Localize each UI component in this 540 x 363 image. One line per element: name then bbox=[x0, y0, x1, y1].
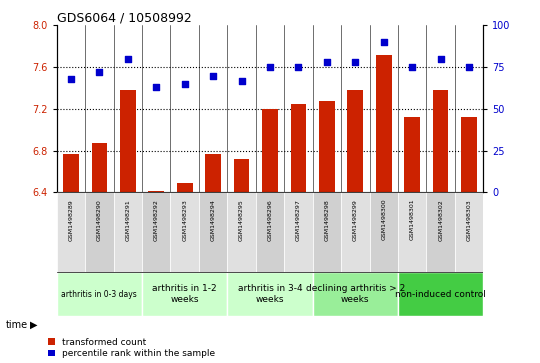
Text: ▶: ▶ bbox=[30, 320, 37, 330]
Point bbox=[209, 73, 218, 78]
Bar bbox=[461, 117, 477, 192]
Bar bbox=[319, 101, 335, 192]
Text: GSM1498290: GSM1498290 bbox=[97, 199, 102, 241]
Legend: transformed count, percentile rank within the sample: transformed count, percentile rank withi… bbox=[48, 338, 215, 359]
Bar bbox=[313, 192, 341, 272]
Text: arthritis in 1-2
weeks: arthritis in 1-2 weeks bbox=[152, 284, 217, 304]
Text: time: time bbox=[5, 320, 28, 330]
Text: arthritis in 0-3 days: arthritis in 0-3 days bbox=[62, 290, 137, 298]
Bar bbox=[57, 192, 85, 272]
Text: GSM1498296: GSM1498296 bbox=[267, 199, 273, 241]
Bar bbox=[113, 192, 142, 272]
Point bbox=[380, 39, 388, 45]
Text: GSM1498297: GSM1498297 bbox=[296, 199, 301, 241]
Text: GSM1498302: GSM1498302 bbox=[438, 199, 443, 241]
Text: GSM1498298: GSM1498298 bbox=[325, 199, 329, 241]
Bar bbox=[427, 192, 455, 272]
Text: GSM1498292: GSM1498292 bbox=[154, 199, 159, 241]
Bar bbox=[404, 117, 420, 192]
Bar bbox=[348, 90, 363, 192]
Bar bbox=[199, 192, 227, 272]
Text: GSM1498294: GSM1498294 bbox=[211, 199, 215, 241]
Point bbox=[465, 64, 474, 70]
Bar bbox=[341, 192, 369, 272]
Bar bbox=[142, 192, 171, 272]
Point bbox=[66, 76, 75, 82]
Bar bbox=[369, 192, 398, 272]
Point bbox=[237, 78, 246, 83]
Text: GSM1498291: GSM1498291 bbox=[125, 199, 130, 241]
Bar bbox=[376, 55, 392, 192]
Point bbox=[124, 56, 132, 62]
Point bbox=[408, 64, 416, 70]
Point bbox=[436, 56, 445, 62]
Bar bbox=[284, 192, 313, 272]
Text: arthritis in 3-4
weeks: arthritis in 3-4 weeks bbox=[238, 284, 302, 304]
Bar bbox=[148, 191, 164, 192]
Point bbox=[294, 64, 303, 70]
Text: non-induced control: non-induced control bbox=[395, 290, 486, 298]
Bar bbox=[142, 272, 227, 316]
Text: GSM1498295: GSM1498295 bbox=[239, 199, 244, 241]
Bar bbox=[63, 154, 79, 192]
Point bbox=[152, 84, 160, 90]
Point bbox=[351, 59, 360, 65]
Point bbox=[180, 81, 189, 87]
Bar bbox=[205, 154, 221, 192]
Text: GSM1498299: GSM1498299 bbox=[353, 199, 358, 241]
Bar bbox=[398, 272, 483, 316]
Bar bbox=[85, 192, 113, 272]
Text: declining arthritis > 2
weeks: declining arthritis > 2 weeks bbox=[306, 284, 405, 304]
Text: GSM1498303: GSM1498303 bbox=[467, 199, 471, 241]
Bar bbox=[256, 192, 284, 272]
Bar bbox=[120, 90, 136, 192]
Point bbox=[322, 59, 331, 65]
Bar bbox=[171, 192, 199, 272]
Point bbox=[95, 69, 104, 75]
Bar bbox=[433, 90, 448, 192]
Bar bbox=[227, 192, 256, 272]
Text: GSM1498289: GSM1498289 bbox=[69, 199, 73, 241]
Bar bbox=[455, 192, 483, 272]
Bar bbox=[57, 272, 142, 316]
Point bbox=[266, 64, 274, 70]
Bar bbox=[291, 104, 306, 192]
Text: GSM1498301: GSM1498301 bbox=[410, 199, 415, 240]
Bar bbox=[262, 109, 278, 192]
Bar bbox=[227, 272, 313, 316]
Text: GDS6064 / 10508992: GDS6064 / 10508992 bbox=[57, 11, 192, 24]
Bar bbox=[313, 272, 398, 316]
Bar bbox=[92, 143, 107, 192]
Bar bbox=[177, 183, 192, 192]
Text: GSM1498293: GSM1498293 bbox=[182, 199, 187, 241]
Text: GSM1498300: GSM1498300 bbox=[381, 199, 386, 240]
Bar bbox=[398, 192, 427, 272]
Bar bbox=[234, 159, 249, 192]
